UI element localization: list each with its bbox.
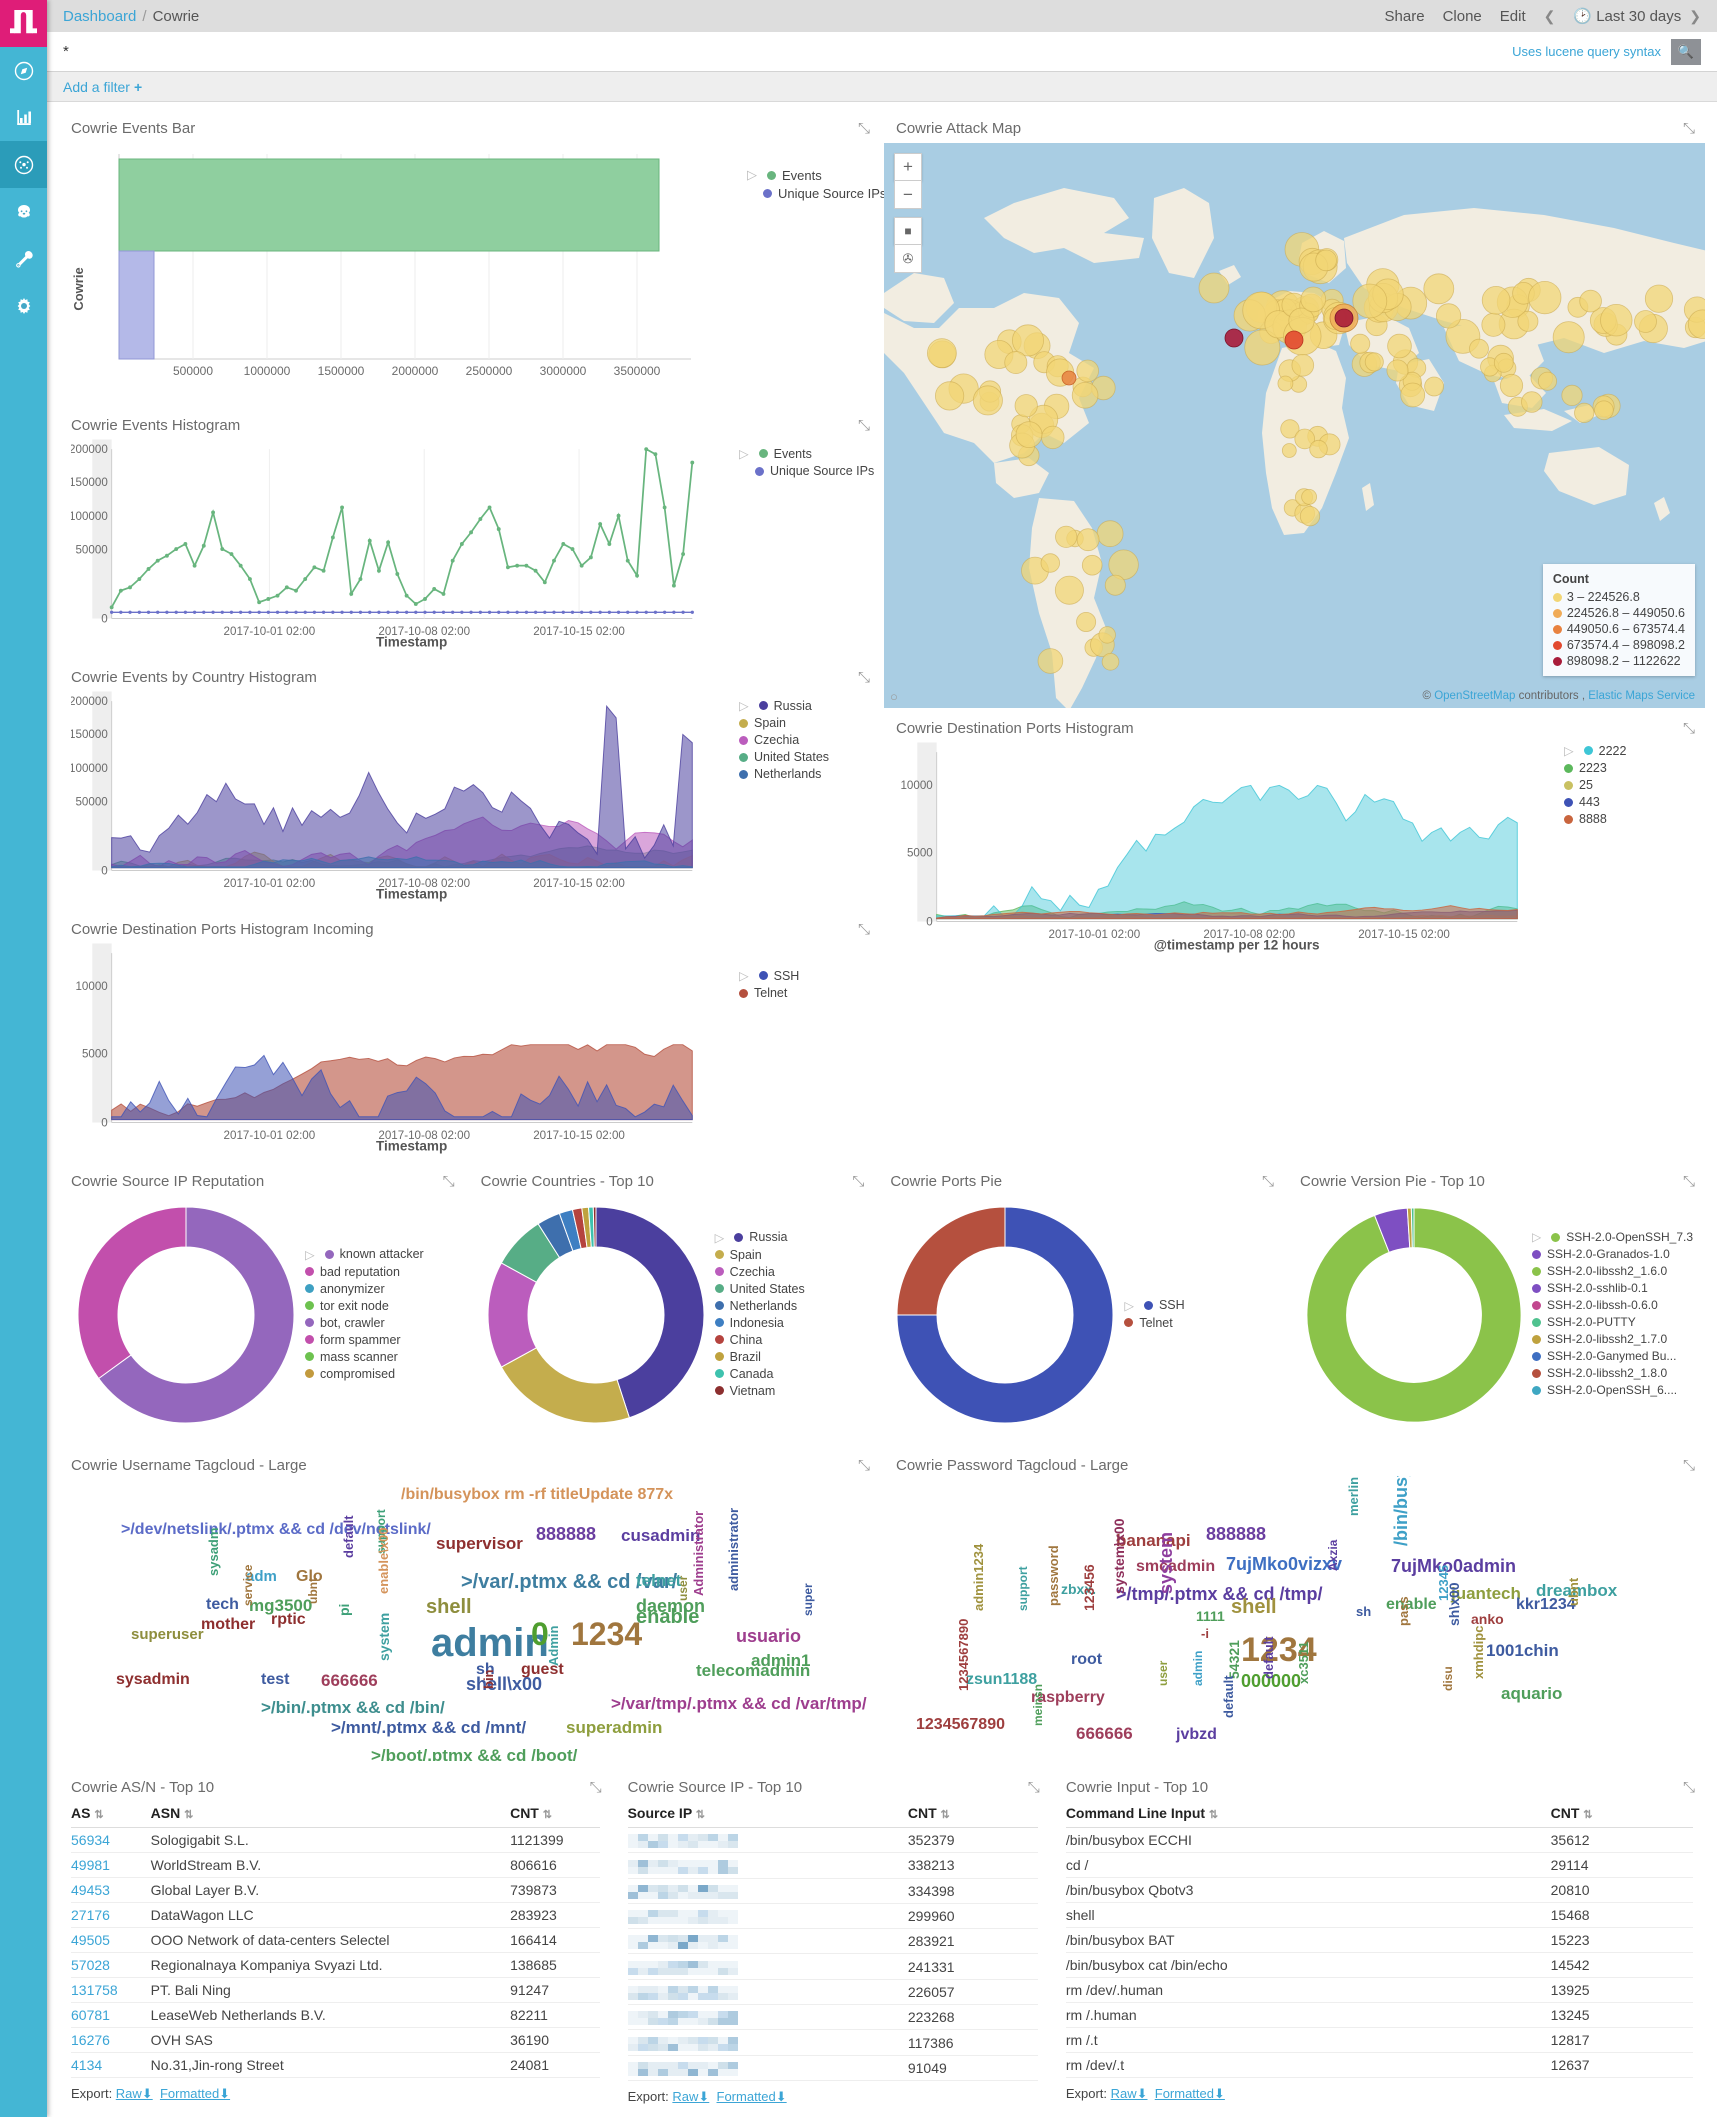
svg-text:500000: 500000 <box>173 364 213 378</box>
svg-text:1000000: 1000000 <box>244 364 291 378</box>
svg-text:3000000: 3000000 <box>540 364 587 378</box>
svg-text:2017-10-15 02:00: 2017-10-15 02:00 <box>533 625 625 638</box>
svg-text:Timestamp: Timestamp <box>376 1139 447 1154</box>
svg-text:2017-10-01 02:00: 2017-10-01 02:00 <box>224 625 316 638</box>
svg-text:200000: 200000 <box>71 443 108 456</box>
svg-text:0: 0 <box>926 915 932 928</box>
svg-text:1500000: 1500000 <box>318 364 365 378</box>
svg-text:50000: 50000 <box>75 796 107 809</box>
svg-text:5000: 5000 <box>82 1048 108 1061</box>
svg-text:2017-10-15 02:00: 2017-10-15 02:00 <box>533 1129 625 1142</box>
svg-text:2000000: 2000000 <box>392 364 439 378</box>
svg-text:2017-10-01 02:00: 2017-10-01 02:00 <box>224 1129 316 1142</box>
svg-text:0: 0 <box>101 1116 107 1129</box>
svg-text:Timestamp: Timestamp <box>376 887 447 902</box>
svg-text:2017-10-15 02:00: 2017-10-15 02:00 <box>1358 928 1450 941</box>
svg-text:5000: 5000 <box>907 847 933 860</box>
svg-text:2017-10-15 02:00: 2017-10-15 02:00 <box>533 877 625 890</box>
svg-text:2017-10-01 02:00: 2017-10-01 02:00 <box>1049 928 1141 941</box>
svg-text:@timestamp per 12 hours: @timestamp per 12 hours <box>1154 938 1320 953</box>
svg-text:Cowrie: Cowrie <box>71 267 86 310</box>
svg-text:10000: 10000 <box>75 980 107 993</box>
svg-text:150000: 150000 <box>71 728 108 741</box>
svg-text:150000: 150000 <box>71 476 108 489</box>
svg-text:100000: 100000 <box>71 762 108 775</box>
svg-text:3500000: 3500000 <box>614 364 661 378</box>
svg-text:100000: 100000 <box>71 510 108 523</box>
svg-text:200000: 200000 <box>71 695 108 708</box>
svg-text:2017-10-01 02:00: 2017-10-01 02:00 <box>224 877 316 890</box>
svg-text:2500000: 2500000 <box>466 364 513 378</box>
svg-text:Timestamp: Timestamp <box>376 635 447 650</box>
svg-text:50000: 50000 <box>75 544 107 557</box>
svg-text:10000: 10000 <box>900 779 932 792</box>
svg-text:0: 0 <box>101 612 107 625</box>
svg-text:0: 0 <box>101 864 107 877</box>
